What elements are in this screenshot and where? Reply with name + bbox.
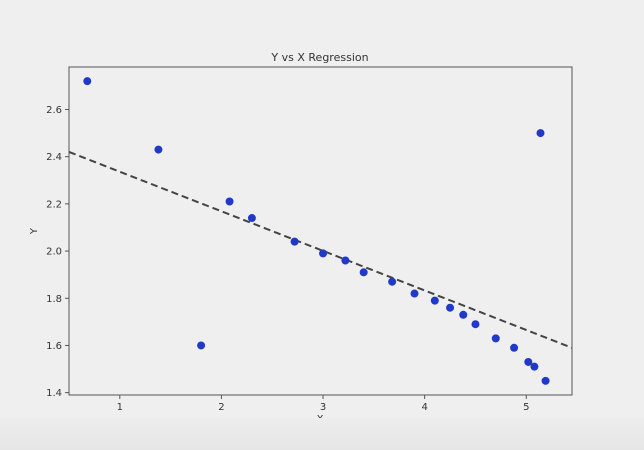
y-tick-label: 1.6	[46, 341, 62, 352]
x-tick-label: 3	[320, 402, 326, 413]
data-point	[524, 357, 533, 366]
x-tick-label: 1	[117, 402, 123, 413]
data-point	[410, 289, 419, 298]
x-tick-label: 2	[218, 402, 224, 413]
data-point	[530, 362, 539, 371]
data-point	[510, 343, 519, 352]
data-point	[471, 320, 480, 329]
regression-line	[68, 151, 573, 349]
x-tick-label: 5	[523, 402, 529, 413]
y-axis-label: Y	[29, 227, 40, 235]
data-point	[225, 197, 234, 206]
plot-area	[68, 66, 573, 396]
data-point	[197, 341, 206, 350]
data-point	[446, 303, 455, 312]
data-point	[430, 296, 439, 305]
data-points	[83, 77, 550, 385]
data-point	[319, 249, 328, 258]
y-tick-label: 1.4	[46, 388, 62, 399]
data-point	[290, 237, 299, 246]
regression-line-layer	[68, 151, 573, 349]
y-tick-label: 2.6	[46, 105, 62, 116]
data-point	[491, 334, 500, 343]
data-point	[154, 145, 163, 154]
chart-title: Y vs X Regression	[270, 51, 368, 64]
data-point	[536, 129, 545, 138]
data-point	[541, 376, 550, 385]
data-point	[341, 256, 350, 265]
data-point	[459, 310, 468, 319]
data-point	[359, 268, 368, 277]
y-tick-label: 2.0	[46, 247, 62, 258]
y-tick-label: 2.2	[46, 199, 62, 210]
axis-ticks: 1 2 3 4 5 1.4 1.6 1.8 2.0 2.2 2.4 2.6	[46, 105, 529, 413]
y-tick-label: 2.4	[46, 152, 62, 163]
x-tick-label: 4	[421, 402, 427, 413]
data-point	[388, 277, 397, 286]
data-point	[83, 77, 92, 86]
data-point	[247, 214, 256, 223]
y-tick-label: 1.8	[46, 294, 62, 305]
bottom-band	[0, 418, 644, 450]
